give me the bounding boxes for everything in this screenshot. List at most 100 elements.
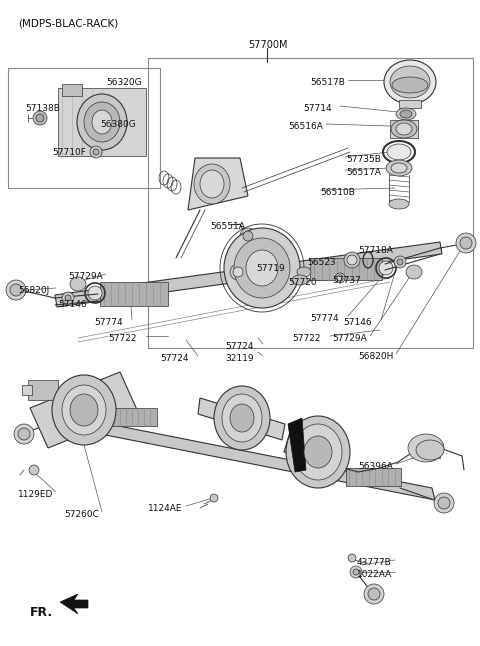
- Text: 1129ED: 1129ED: [18, 490, 53, 499]
- Polygon shape: [55, 242, 442, 307]
- Bar: [100, 282, 168, 306]
- Ellipse shape: [230, 404, 254, 432]
- Ellipse shape: [400, 110, 412, 118]
- Ellipse shape: [224, 228, 300, 308]
- Ellipse shape: [391, 120, 417, 138]
- Circle shape: [90, 146, 102, 158]
- Bar: [399, 100, 421, 108]
- Ellipse shape: [243, 231, 253, 241]
- Ellipse shape: [70, 277, 86, 291]
- Ellipse shape: [297, 267, 311, 277]
- Text: 56517A: 56517A: [346, 168, 381, 177]
- Polygon shape: [284, 432, 346, 468]
- Circle shape: [353, 569, 359, 575]
- Ellipse shape: [408, 434, 444, 462]
- Text: 56820H: 56820H: [358, 352, 394, 361]
- Bar: [58, 88, 146, 156]
- Ellipse shape: [390, 66, 430, 98]
- Bar: [22, 385, 32, 395]
- Circle shape: [344, 252, 360, 268]
- Ellipse shape: [294, 424, 342, 480]
- Ellipse shape: [240, 228, 256, 244]
- Circle shape: [337, 275, 343, 281]
- Circle shape: [460, 237, 472, 249]
- Ellipse shape: [84, 102, 120, 142]
- Text: 56523: 56523: [307, 258, 336, 267]
- Ellipse shape: [304, 436, 332, 468]
- Circle shape: [438, 497, 450, 509]
- Text: 57724: 57724: [160, 354, 189, 363]
- Ellipse shape: [379, 261, 393, 275]
- Text: 57737: 57737: [332, 276, 361, 285]
- Text: 43777B: 43777B: [357, 558, 392, 567]
- Circle shape: [364, 584, 384, 604]
- Circle shape: [394, 256, 406, 268]
- Circle shape: [6, 280, 26, 300]
- Text: 1022AA: 1022AA: [357, 570, 392, 579]
- Bar: [310, 258, 382, 280]
- Ellipse shape: [391, 163, 407, 173]
- Ellipse shape: [246, 250, 278, 286]
- Circle shape: [347, 255, 357, 265]
- Text: 57774: 57774: [94, 318, 122, 327]
- Text: 57138B: 57138B: [25, 104, 60, 113]
- Bar: [418, 440, 440, 458]
- Ellipse shape: [222, 394, 262, 442]
- Text: 57729A: 57729A: [68, 272, 103, 281]
- Bar: [8, 68, 160, 188]
- Text: (MDPS-BLAC-RACK): (MDPS-BLAC-RACK): [18, 18, 118, 28]
- Ellipse shape: [387, 144, 411, 160]
- Text: 57724: 57724: [225, 342, 253, 351]
- Text: 57710F: 57710F: [52, 148, 86, 157]
- Ellipse shape: [77, 94, 127, 150]
- Text: 57718A: 57718A: [358, 246, 393, 255]
- Text: 57720: 57720: [288, 278, 317, 287]
- Ellipse shape: [392, 77, 428, 93]
- Bar: [390, 120, 418, 138]
- Circle shape: [93, 149, 99, 155]
- Ellipse shape: [62, 385, 106, 435]
- Polygon shape: [288, 418, 306, 472]
- Text: 32119: 32119: [225, 354, 253, 363]
- Bar: [28, 380, 58, 400]
- Text: 57774: 57774: [310, 314, 338, 323]
- Circle shape: [36, 114, 44, 122]
- Ellipse shape: [286, 416, 350, 488]
- Circle shape: [29, 465, 39, 475]
- Text: 56380G: 56380G: [100, 120, 136, 129]
- Text: 56510B: 56510B: [320, 188, 355, 197]
- Polygon shape: [30, 372, 138, 448]
- Circle shape: [350, 566, 362, 578]
- Ellipse shape: [70, 394, 98, 426]
- Text: 57714: 57714: [303, 104, 332, 113]
- Text: 56320G: 56320G: [106, 78, 142, 87]
- Circle shape: [210, 494, 218, 502]
- Circle shape: [233, 267, 243, 277]
- Text: 56517B: 56517B: [310, 78, 345, 87]
- Circle shape: [348, 554, 356, 562]
- Ellipse shape: [214, 386, 270, 450]
- Text: 56551A: 56551A: [210, 222, 245, 231]
- Text: FR.: FR.: [30, 606, 53, 619]
- Text: 57722: 57722: [292, 334, 321, 343]
- Circle shape: [62, 292, 74, 304]
- Ellipse shape: [386, 160, 412, 176]
- Ellipse shape: [194, 164, 230, 204]
- Polygon shape: [198, 398, 285, 440]
- Circle shape: [230, 264, 246, 280]
- Ellipse shape: [88, 286, 102, 300]
- Ellipse shape: [234, 238, 290, 298]
- Bar: [62, 84, 82, 96]
- Text: 57146: 57146: [343, 318, 372, 327]
- Circle shape: [18, 428, 30, 440]
- Ellipse shape: [396, 123, 412, 135]
- Text: 56396A: 56396A: [358, 462, 393, 471]
- Circle shape: [368, 588, 380, 600]
- Polygon shape: [60, 594, 88, 614]
- Text: 56516A: 56516A: [288, 122, 323, 131]
- Text: 57260C: 57260C: [64, 510, 99, 519]
- Ellipse shape: [416, 440, 444, 460]
- Circle shape: [65, 295, 71, 301]
- Ellipse shape: [406, 265, 422, 279]
- Ellipse shape: [92, 110, 112, 134]
